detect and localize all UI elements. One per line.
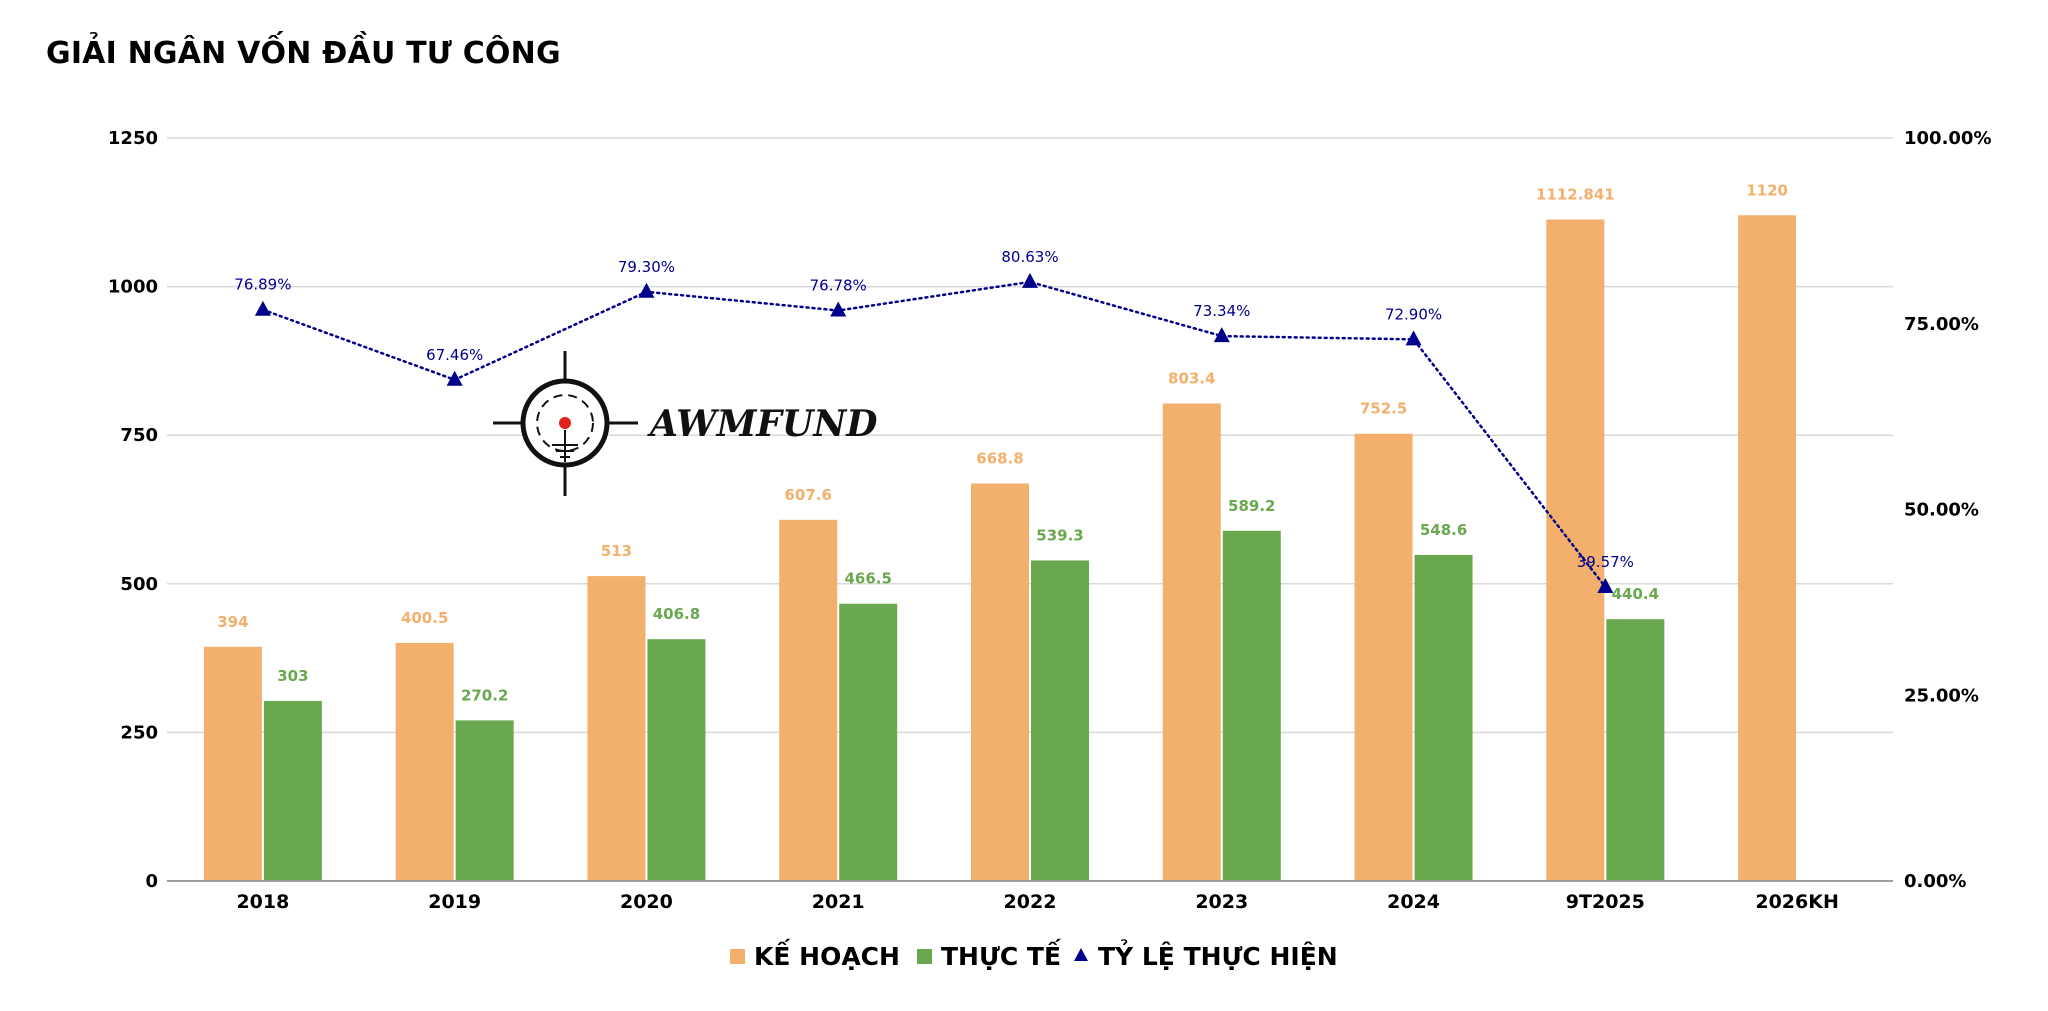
label-ratio: 79.30%	[618, 258, 675, 276]
y-left-tick: 750	[120, 425, 158, 446]
y-right-tick: 0.00%	[1904, 871, 1966, 892]
label-plan: 803.4	[1168, 369, 1215, 387]
bar-actual	[455, 720, 514, 881]
legend-label: KẾ HOẠCH	[754, 938, 900, 971]
bar-actual	[1222, 530, 1281, 881]
y-left-tick: 500	[120, 574, 158, 595]
label-actual: 270.2	[461, 686, 508, 704]
x-tick: 2024	[1387, 891, 1440, 913]
label-plan: 513	[601, 542, 632, 560]
bar-plan	[779, 519, 838, 881]
label-plan: 1120	[1746, 181, 1788, 199]
y-right-tick: 100.00%	[1904, 128, 1992, 149]
legend-label: THỰC TẾ	[941, 938, 1062, 971]
label-plan: 400.5	[401, 609, 448, 627]
label-actual: 406.8	[653, 605, 700, 623]
label-plan: 607.6	[784, 486, 831, 504]
legend-swatch	[730, 949, 745, 964]
bar-plan	[1354, 433, 1413, 881]
label-ratio: 72.90%	[1385, 305, 1442, 323]
y-right-tick: 75.00%	[1904, 314, 1979, 335]
x-tick: 2019	[428, 891, 481, 913]
bar-plan	[1162, 403, 1221, 881]
legend-swatch	[917, 949, 932, 964]
logo: AWMFUND	[493, 351, 878, 496]
legend-item: KẾ HOẠCH	[730, 938, 900, 971]
crosshair-icon	[493, 351, 638, 496]
bar-plan	[1738, 215, 1797, 882]
ratio-line-path	[261, 280, 1607, 589]
axes: 0 250 500 750 1000 1250 0.00% 25.00% 50.00% 75.00…	[108, 128, 1992, 913]
chart-title: GIẢI NGÂN VỐN ĐẦU TƯ CÔNG	[46, 36, 561, 71]
ratio-marker	[254, 300, 271, 316]
ratio-marker	[830, 301, 847, 317]
y-left-tick: 1250	[108, 128, 158, 149]
label-actual: 548.6	[1420, 521, 1467, 539]
x-tick: 2026KH	[1755, 891, 1839, 913]
label-ratio: 76.78%	[810, 277, 867, 295]
label-plan: 752.5	[1360, 400, 1407, 418]
bar-plan	[587, 576, 646, 881]
legend-item: TỶ LỆ THỰC HIỆN	[1074, 938, 1338, 971]
bar-plan	[395, 642, 454, 881]
y-right-tick: 25.00%	[1904, 685, 1979, 706]
y-right-tick: 50.00%	[1904, 500, 1979, 521]
x-tick: 2022	[1004, 891, 1057, 913]
legend-swatch	[1074, 948, 1088, 961]
label-actual: 539.3	[1036, 526, 1083, 544]
y-left-tick: 250	[120, 722, 158, 743]
ratio-marker	[1213, 327, 1230, 343]
bar-actual	[647, 639, 706, 881]
x-tick: 2023	[1195, 891, 1248, 913]
label-ratio: 76.89%	[234, 276, 291, 294]
ratio-marker	[1405, 330, 1422, 346]
bar-actual	[1414, 554, 1473, 881]
bar-plan	[203, 646, 262, 881]
legend-item: THỰC TẾ	[917, 938, 1062, 971]
x-tick: 2018	[236, 891, 289, 913]
bar-actual	[1031, 560, 1089, 881]
bar-actual	[1606, 619, 1665, 881]
bar-plan	[971, 483, 1029, 881]
label-plan: 1112.841	[1536, 186, 1615, 204]
x-tick: 9T2025	[1566, 891, 1645, 913]
y-left-tick: 0	[145, 871, 158, 892]
label-ratio: 80.63%	[1001, 248, 1058, 266]
bar-actual	[263, 700, 322, 881]
ratio-marker	[446, 370, 463, 386]
label-actual: 440.4	[1612, 585, 1659, 603]
label-actual: 466.5	[844, 570, 891, 588]
label-ratio: 67.46%	[426, 346, 483, 364]
logo-text: AWMFUND	[647, 403, 878, 445]
label-plan: 668.8	[976, 449, 1023, 467]
label-plan: 394	[217, 613, 248, 631]
ratio-marker	[1022, 272, 1038, 288]
bar-actual	[839, 603, 898, 881]
legend-label: TỶ LỆ THỰC HIỆN	[1098, 938, 1338, 971]
legend: KẾ HOẠCH THỰC TẾ TỶ LỆ THỰC HIỆN	[730, 938, 1338, 971]
x-tick: 2020	[620, 891, 673, 913]
label-actual: 589.2	[1228, 497, 1275, 515]
label-ratio: 73.34%	[1193, 302, 1250, 320]
data-labels: 394 303 400.5 270.2 513 406.8 607.6 466.5 668.8 5…	[217, 181, 1788, 704]
x-tick: 2021	[812, 891, 865, 913]
ratio-marker	[1597, 577, 1614, 593]
y-left-tick: 1000	[108, 277, 158, 298]
ratio-line	[254, 272, 1614, 593]
bars	[203, 215, 1797, 882]
ratio-marker	[638, 282, 655, 298]
label-actual: 303	[277, 667, 308, 685]
label-ratio: 39.57%	[1577, 553, 1634, 571]
